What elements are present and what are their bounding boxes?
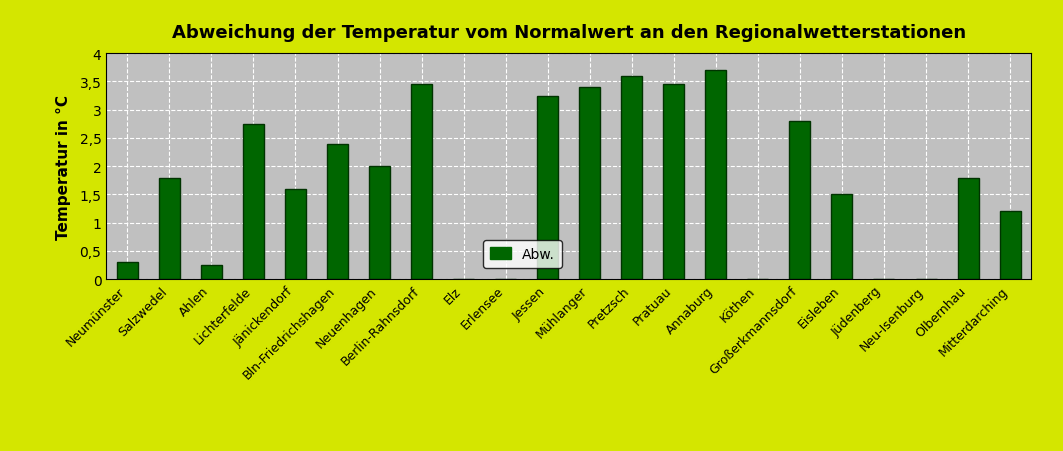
Bar [369, 167, 390, 280]
Bar [243, 124, 264, 280]
Bar [411, 85, 432, 280]
Bar [706, 71, 726, 280]
Bar [790, 122, 810, 280]
Bar [285, 189, 306, 280]
Legend: Abw.: Abw. [483, 240, 562, 268]
Bar [201, 266, 222, 280]
Y-axis label: Temperatur in °C: Temperatur in °C [56, 95, 71, 239]
Bar [621, 77, 642, 280]
Bar [999, 212, 1020, 280]
Bar [117, 262, 138, 280]
Title: Abweichung der Temperatur vom Normalwert an den Regionalwetterstationen: Abweichung der Temperatur vom Normalwert… [171, 23, 966, 41]
Bar [327, 144, 348, 280]
Bar [663, 85, 685, 280]
Bar [579, 88, 601, 280]
Bar [537, 97, 558, 280]
Bar [958, 178, 979, 280]
Bar [158, 178, 180, 280]
Bar [831, 195, 853, 280]
